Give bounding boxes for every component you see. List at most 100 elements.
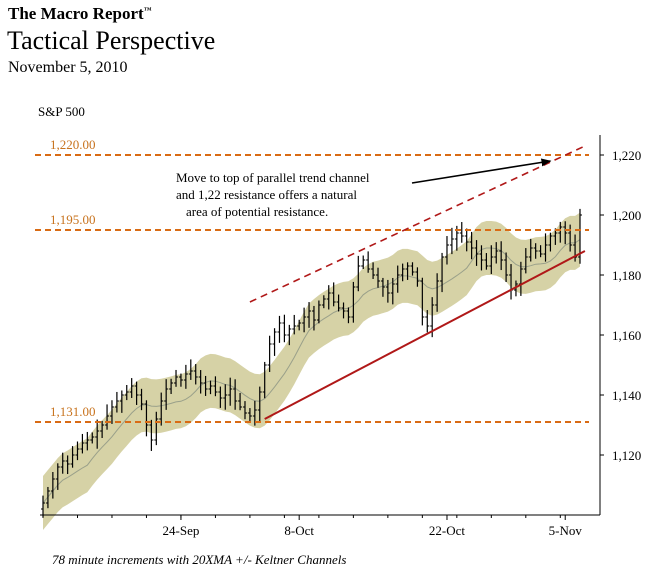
price-bar [366,251,371,273]
price-bar [242,401,247,420]
price-bar [50,472,55,499]
moving-average-line [42,239,581,504]
price-bar [95,419,100,449]
price-bar [385,279,390,303]
report-name-text: The Macro Report [8,4,144,23]
price-bar [124,384,129,401]
price-bar [356,255,361,292]
footnote: 78 minute increments with 20XMA +/- Kelt… [52,552,347,567]
price-bar [307,302,312,328]
price-bar [159,392,164,426]
price-bar [223,384,228,410]
x-tick-label: 22-Oct [429,523,465,538]
price-bar [154,411,159,446]
price-bar [479,245,484,271]
price-bar [60,452,65,474]
price-bar [129,378,134,398]
price-bar [390,277,395,305]
price-bar [193,364,198,385]
price-bar [247,408,252,423]
price-bar [543,233,548,262]
price-bar [144,400,149,437]
price-bar [440,252,445,293]
price-bar [90,432,95,444]
price-bar [119,390,124,413]
price-bar [321,295,326,309]
price-bar [208,380,213,395]
price-bar [174,369,179,387]
price-bar [277,315,282,343]
resistance-level-label: 1,220.00 [50,137,96,152]
price-bar [134,381,139,405]
price-bar [85,431,90,451]
price-bar [164,379,169,410]
price-bar [346,307,351,324]
price-bar [444,236,449,265]
upper-channel-line [249,145,586,303]
price-bar [415,267,420,287]
price-bar [218,386,223,408]
price-bar [149,419,154,451]
price-bar [464,228,469,252]
price-bar [178,373,183,387]
price-bar [311,305,316,331]
price-bar [267,335,272,372]
price-bar [55,463,60,490]
price-bar [114,391,119,413]
price-bar [316,300,321,324]
x-tick-label: 5-Nov [549,523,583,538]
annotation-text: area of potential resistance. [186,204,328,219]
price-bar [405,262,410,280]
price-bar [228,377,233,406]
annotation-arrow [411,158,552,184]
y-tick-label: 1,220 [612,148,641,163]
price-bar [65,455,70,475]
price-bar [523,248,528,274]
price-bar [425,310,430,333]
price-bar [203,375,208,396]
price-bar [484,253,489,270]
price-bar [469,231,474,260]
resistance-level-label: 1,195.00 [50,212,96,227]
price-bar [361,255,366,270]
resistance-level-label: 1,131.00 [50,404,96,419]
price-bar [513,280,518,297]
x-tick-label: 8-Oct [284,523,314,538]
annotation-text: and 1,22 resistance offers a natural [176,187,357,202]
price-bar [400,263,405,282]
price-bar [297,319,302,331]
price-bar [336,294,341,312]
price-bar [75,441,80,461]
y-tick-label: 1,200 [612,208,641,223]
keltner-channel [43,212,580,530]
price-bar [351,281,356,323]
price-bar [528,238,533,262]
price-bar [420,277,425,326]
price-bar [435,273,440,312]
price-bar [198,370,203,394]
x-tick-label: 24-Sep [163,523,200,538]
price-bar [105,404,110,430]
lower-trend-line [264,250,586,420]
price-bar [292,314,297,335]
price-bar [272,328,277,356]
price-bar [410,262,415,276]
price-bar [252,400,257,426]
series-name: S&P 500 [38,104,85,119]
price-bar [371,262,376,279]
price-bar [494,242,499,264]
price-bar [302,307,307,333]
price-bar [109,400,114,424]
y-tick-label: 1,160 [612,328,641,343]
price-bar [188,359,193,380]
price-bar [563,221,568,245]
price-bar [238,393,243,411]
y-tick-label: 1,140 [612,388,641,403]
price-bar [183,364,188,389]
price-bar [326,285,331,310]
price-bar [41,495,45,518]
price-bar [139,388,144,411]
price-bar [504,252,509,282]
price-bar [213,376,218,397]
